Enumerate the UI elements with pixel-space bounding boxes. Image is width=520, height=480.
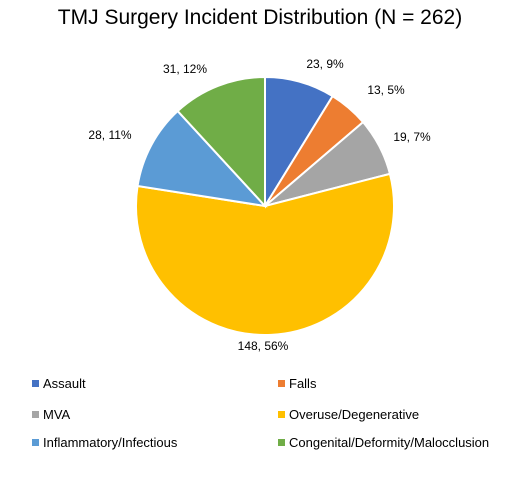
legend-label: Inflammatory/Infectious [43,435,178,450]
legend-label: MVA [43,407,71,422]
legend-label: Falls [289,376,317,391]
legend-swatch [278,439,285,447]
pie-chart: 23, 9% 13, 5% 19, 7% 148, 56% 28, 11% 31, 12% [88,57,431,353]
data-label-falls: 13, 5% [367,83,405,97]
legend-item-mva: MVA [32,407,70,422]
pie-slice-overuse-degenerative [135,172,395,336]
legend-swatch [32,411,39,419]
data-label-inflammatory-infectious: 28, 11% [88,128,131,142]
legend-swatch [278,411,285,419]
data-label-mva: 19, 7% [393,130,431,144]
pie-slice-inflammatory-infectious [136,109,268,208]
legend-label: Overuse/Degenerative [289,407,420,422]
legend-item-assault: Assault [32,376,86,391]
legend-item-overuse-degenerative: Overuse/Degenerative [278,407,419,422]
legend-item-congenital-deformity-malocclusion: Congenital/Deformity/Malocclusion [278,435,489,450]
legend-swatch [32,380,39,388]
legend-swatch [32,439,39,447]
pie-slice-congenital-deformity-malocclusion [176,75,266,209]
legend-label: Congenital/Deformity/Malocclusion [289,435,490,450]
data-label-congenital-deformity-malocclusion: 31, 12% [163,62,207,76]
data-label-overuse-degenerative: 148, 56% [238,339,289,353]
legend-item-falls: Falls [278,376,316,391]
legend-label: Assault [43,376,86,391]
legend-swatch [278,380,285,388]
chart-title: TMJ Surgery Incident Distribution (N = 2… [57,6,463,29]
legend-item-inflammatory-infectious: Inflammatory/Infectious [32,435,177,450]
data-label-assault: 23, 9% [306,57,344,71]
